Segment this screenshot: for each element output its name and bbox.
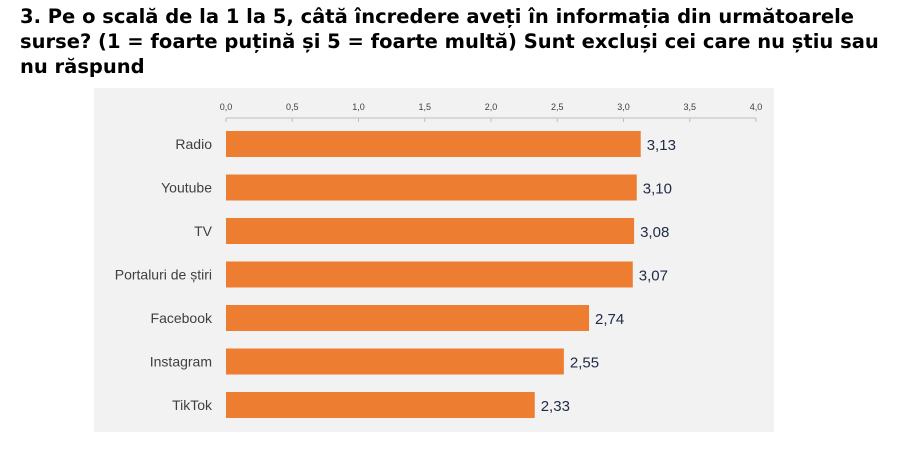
x-tick-label: 3,0 [617,102,630,112]
x-tick-label: 3,5 [683,102,696,112]
category-label-portaluri-de-stiri: Portaluri de știri [115,267,212,283]
x-tick-label: 4,0 [750,102,763,112]
bar-portaluri-de-stiri [226,261,633,288]
bar-instagram [226,348,564,375]
x-tick-label: 0,5 [286,102,299,112]
category-label-youtube: Youtube [161,180,212,196]
x-tick-label: 1,0 [352,102,365,112]
x-axis: 0,0 0,5 1,0 1,5 2,0 2,5 3,0 3,5 4,0 [220,102,763,122]
category-label-radio: Radio [175,136,212,152]
bar-tiktok [226,392,535,418]
data-label-tv: 3,08 [640,224,669,241]
bar-chart: 0,0 0,5 1,0 1,5 2,0 2,5 3,0 3,5 4,0 Radio Youtube… [115,102,763,418]
category-label-instagram: Instagram [150,354,212,370]
data-label-portaluri-de-stiri: 3,07 [639,268,668,285]
bar-radio [226,131,641,157]
data-label-instagram: 2,55 [570,355,599,372]
category-label-tiktok: TikTok [172,397,213,413]
bars [226,131,641,418]
x-tick-label: 2,0 [485,102,498,112]
data-labels: 3,13 3,10 3,08 3,07 2,74 2,55 2,33 [541,137,676,415]
bar-facebook [226,305,590,331]
data-label-facebook: 2,74 [595,311,624,328]
question-title: 3. Pe o scală de la 1 la 5, câtă încrede… [20,5,879,78]
x-tick-label: 1,5 [418,102,431,112]
bar-tv [226,218,635,244]
bar-youtube [226,174,637,201]
x-tick-label: 2,5 [551,102,564,112]
category-labels: Radio Youtube TV Portaluri de știri Facebook… [115,136,213,413]
data-label-radio: 3,13 [647,137,676,154]
chart-panel: 0,0 0,5 1,0 1,5 2,0 2,5 3,0 3,5 4,0 Radio Youtube… [94,88,774,432]
category-label-facebook: Facebook [151,310,213,326]
data-label-youtube: 3,10 [643,181,672,198]
category-label-tv: TV [194,223,213,239]
data-label-tiktok: 2,33 [541,398,570,415]
x-tick-label: 0,0 [220,102,233,112]
